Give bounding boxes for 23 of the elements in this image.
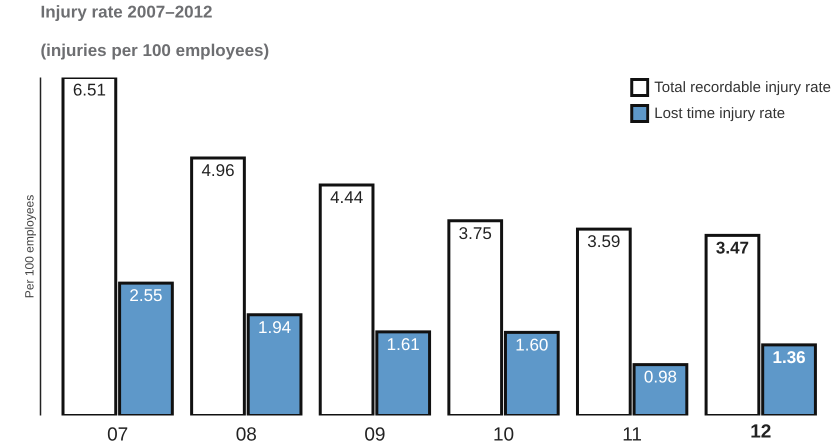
data-label: 3.59 <box>587 232 620 252</box>
data-label: 1.61 <box>386 334 420 354</box>
x-tick-label: 12 <box>750 422 772 442</box>
x-tick-label: 08 <box>236 424 257 443</box>
x-tick-label: 07 <box>107 424 128 443</box>
chart-subtitle: (injuries per 100 employees) <box>40 41 270 60</box>
data-label: 4.44 <box>330 188 364 207</box>
chart-title: Injury rate 2007–2012 <box>40 2 213 22</box>
legend-label: Lost time injury rate <box>654 104 786 122</box>
x-tick-label: 10 <box>492 424 514 443</box>
data-label: 2.55 <box>129 286 163 306</box>
y-axis-title: Per 100 employees <box>22 194 36 298</box>
data-label: 1.36 <box>772 348 806 367</box>
data-label: 1.94 <box>258 318 292 337</box>
x-tick-label: 11 <box>622 424 642 443</box>
legend-label: Total recordable injury rate <box>654 78 831 96</box>
data-label: 3.75 <box>458 224 492 243</box>
data-label: 3.47 <box>716 238 750 258</box>
data-label: 1.60 <box>515 335 548 354</box>
data-label: 0.98 <box>644 368 677 387</box>
x-tick-label: 09 <box>364 424 386 443</box>
data-label: 6.51 <box>72 80 106 100</box>
data-label: 4.96 <box>201 160 235 180</box>
